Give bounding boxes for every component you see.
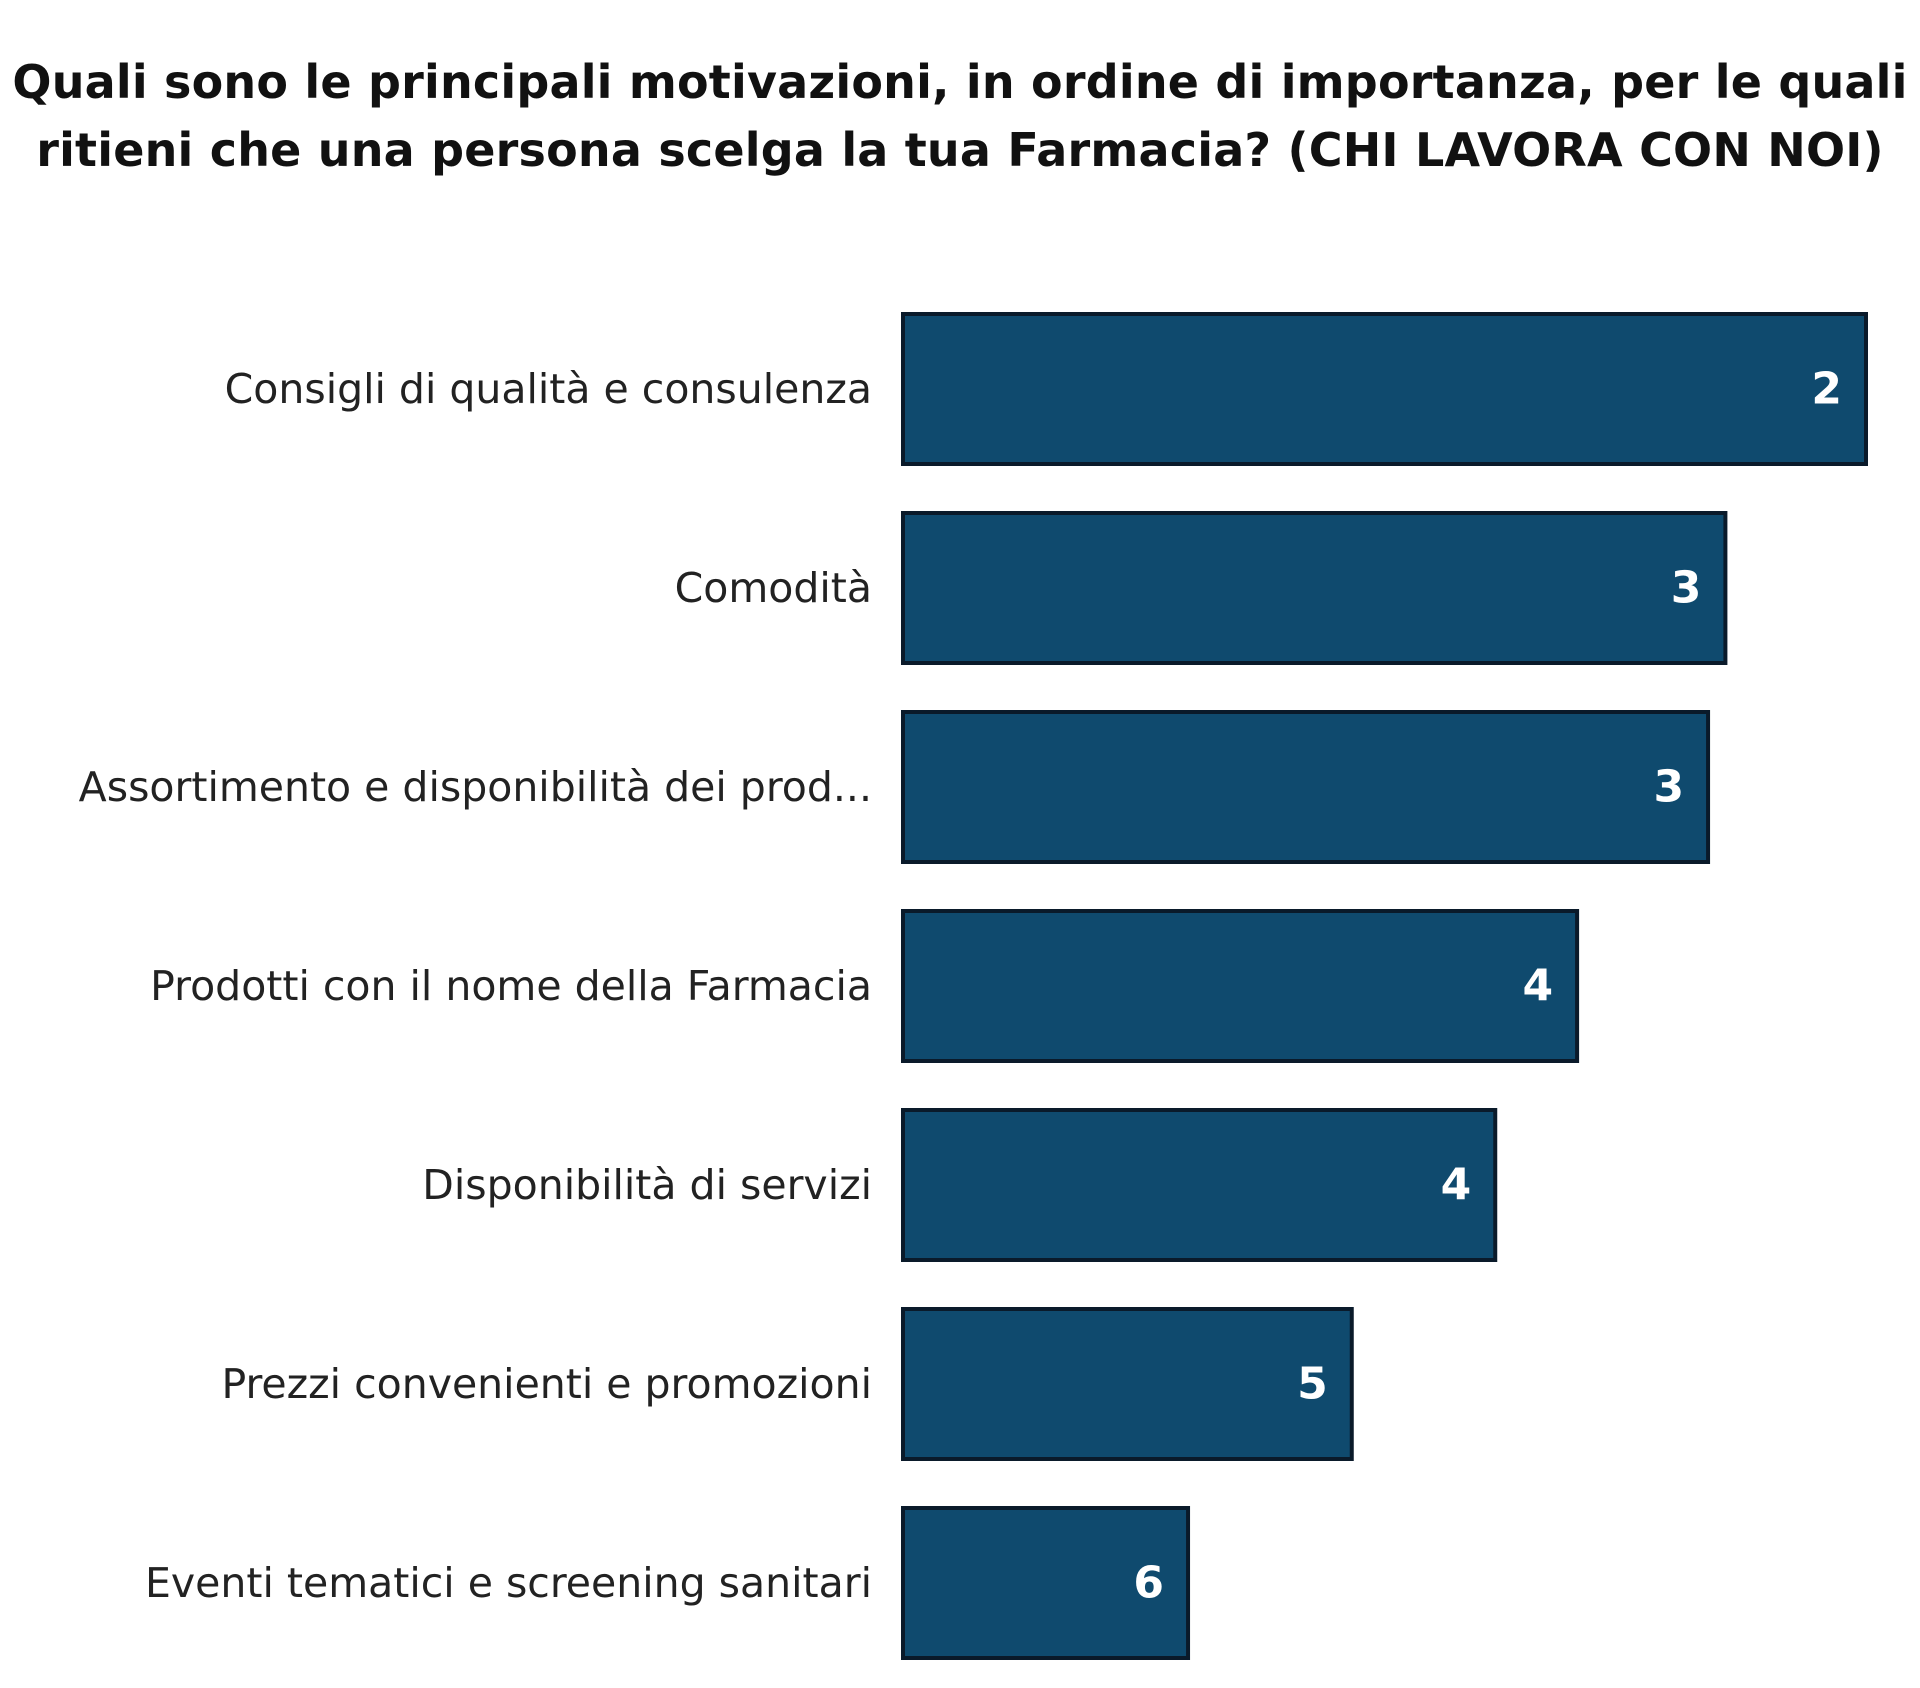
bar-1	[901, 312, 1868, 466]
category-label-1: Consigli di qualità e consulenza	[225, 365, 872, 413]
value-label-1: 2	[1811, 364, 1842, 415]
value-label-6: 5	[1297, 1359, 1328, 1410]
category-label-3: Assortimento e disponibilità dei prod...	[79, 763, 872, 811]
chart-title-line-1: Quali sono le principali motivazioni, in…	[12, 55, 1908, 109]
value-label-2: 3	[1671, 563, 1702, 614]
bar-5	[901, 1108, 1498, 1262]
bar-3	[901, 710, 1711, 864]
value-label-4: 4	[1522, 961, 1553, 1012]
value-label-7: 6	[1133, 1558, 1164, 1609]
chart-title-line-2: ritieni che una persona scelga la tua Fa…	[36, 123, 1884, 177]
category-label-7: Eventi tematici e screening sanitari	[145, 1559, 872, 1607]
category-label-6: Prezzi convenienti e promozioni	[221, 1360, 872, 1408]
chart-title: Quali sono le principali motivazioni, in…	[0, 48, 1920, 184]
bar-6	[901, 1307, 1354, 1461]
value-label-3: 3	[1653, 762, 1684, 813]
bar-7	[901, 1506, 1191, 1660]
category-label-5: Disponibilità di servizi	[422, 1161, 872, 1209]
category-label-2: Comodità	[675, 564, 872, 612]
bar-4	[901, 909, 1580, 1063]
value-label-5: 4	[1441, 1160, 1472, 1211]
category-label-4: Prodotti con il nome della Farmacia	[150, 962, 872, 1010]
bar-2	[901, 511, 1728, 665]
